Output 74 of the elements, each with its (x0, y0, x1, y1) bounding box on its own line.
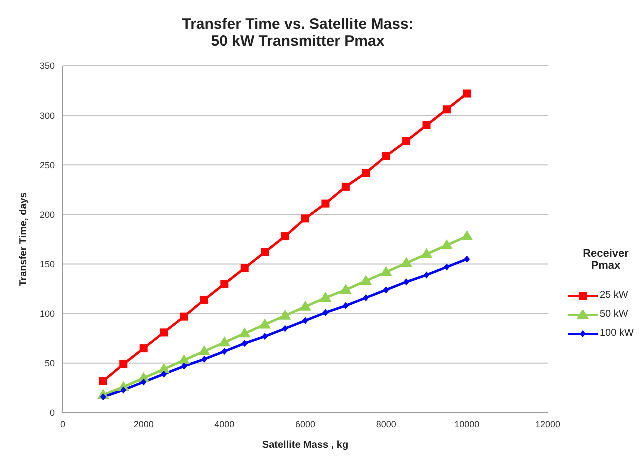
x-tick-label: 0 (60, 419, 66, 430)
point (340, 284, 352, 294)
point (282, 325, 288, 332)
point (383, 286, 390, 294)
point (464, 256, 470, 263)
point (198, 346, 210, 356)
point (444, 264, 450, 271)
point (463, 90, 472, 98)
x-tick-label: 8000 (376, 419, 396, 430)
point (178, 354, 190, 364)
point (140, 344, 148, 353)
x-tick-label: 12000 (535, 419, 561, 430)
point (259, 318, 272, 329)
y-tick-label: 350 (40, 61, 55, 72)
point (201, 356, 208, 363)
legend-label: 100 kW (600, 328, 634, 339)
point (320, 292, 332, 302)
point (160, 328, 168, 337)
point (120, 386, 127, 394)
point (220, 280, 229, 288)
y-tick-label: 300 (40, 110, 55, 121)
y-tick-label: 150 (40, 259, 55, 270)
legend-label: 25 kW (600, 290, 628, 301)
point (442, 106, 451, 114)
point (262, 333, 268, 340)
point (218, 336, 231, 347)
point (342, 182, 350, 191)
legend-title: Receiver Pmax (582, 248, 630, 272)
point (279, 310, 292, 320)
point (99, 377, 108, 386)
point (322, 200, 330, 208)
point (222, 348, 228, 356)
point (181, 362, 188, 370)
y-axis-title: Transfer Time, days (18, 192, 30, 286)
point (200, 296, 208, 304)
point (342, 302, 349, 310)
point (281, 232, 290, 241)
point (362, 169, 370, 178)
y-tick-label: 200 (40, 210, 55, 220)
point (300, 300, 312, 311)
point (302, 317, 308, 324)
y-tick-label: 100 (40, 309, 55, 320)
point (120, 360, 128, 368)
x-tick-label: 10000 (454, 419, 480, 430)
point (240, 264, 249, 272)
legend-label: 50 kW (600, 309, 628, 320)
point (161, 370, 168, 378)
point (461, 230, 474, 241)
point (180, 312, 188, 321)
point (360, 275, 372, 286)
x-axis-title: Satellite Mass , kg (262, 440, 349, 451)
point (424, 272, 430, 279)
y-tick-label: 250 (40, 160, 55, 170)
point (363, 294, 370, 302)
y-tick-label: 0 (50, 408, 55, 418)
x-tick-label: 6000 (295, 419, 316, 430)
point (302, 214, 310, 223)
point (422, 121, 431, 130)
point (420, 248, 433, 258)
point (440, 239, 453, 250)
point (402, 137, 411, 146)
point (140, 378, 147, 386)
x-tick-label: 4000 (214, 419, 235, 430)
point (242, 340, 248, 348)
point (238, 328, 251, 338)
chart-title: Transfer Time vs. Satellite Mass: 50 kW Transmitter Pmax (181, 16, 415, 50)
point (322, 309, 329, 316)
point (382, 152, 390, 160)
x-tick-label: 2000 (134, 419, 154, 430)
y-tick-label: 50 (44, 358, 55, 369)
point (380, 266, 392, 276)
point (404, 278, 410, 286)
point (400, 257, 413, 268)
point (261, 248, 270, 256)
